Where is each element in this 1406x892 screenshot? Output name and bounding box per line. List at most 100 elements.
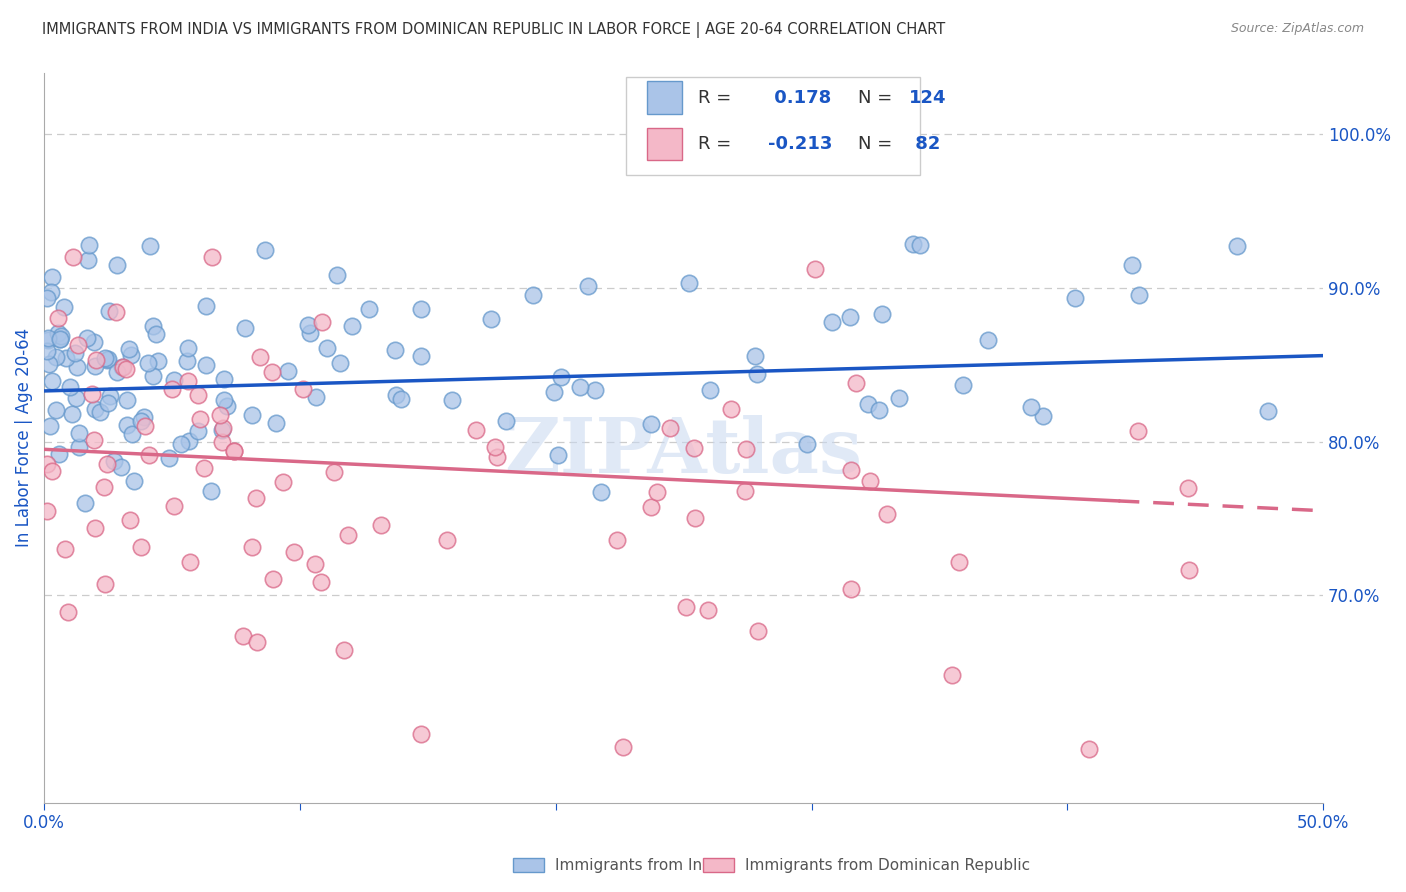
Point [62,250,84,264]
Point [683,510,706,524]
Point [1121,258,1143,272]
Text: 82: 82 [908,135,941,153]
Point [441,392,464,407]
Point [277,364,299,378]
Point [1032,409,1054,423]
Text: N =: N = [858,135,891,153]
Point [240,409,263,423]
Point [903,237,925,252]
Point [121,427,143,442]
Point [84,521,107,535]
Text: Source: ZipAtlas.com: Source: ZipAtlas.com [1230,22,1364,36]
Point [485,450,508,464]
Point [212,421,235,435]
Point [522,287,544,301]
Point [211,423,233,437]
Point [948,555,970,569]
Point [495,413,517,427]
Point [214,393,236,408]
Point [264,416,287,430]
Point [170,437,193,451]
Point [543,384,565,399]
Point [240,541,263,555]
Point [253,243,276,257]
Point [48,447,70,461]
Point [93,577,115,591]
Point [821,315,844,329]
Point [1226,238,1249,252]
Point [83,434,105,448]
Point [839,463,862,477]
Point [76,330,98,344]
Point [838,310,860,324]
Point [292,382,315,396]
Point [952,378,974,392]
Point [59,379,82,393]
Point [120,513,142,527]
Text: Immigrants from India: Immigrants from India [555,858,725,872]
Point [97,351,120,366]
Point [436,533,458,548]
Point [839,582,862,596]
Point [612,739,634,754]
Point [589,484,612,499]
Point [550,369,572,384]
Point [79,238,101,252]
Point [868,402,890,417]
Point [569,379,592,393]
Point [195,359,218,373]
Point [111,360,134,375]
Point [678,276,700,290]
Point [41,464,63,478]
Point [887,391,910,405]
Point [697,603,720,617]
Point [409,349,432,363]
Point [41,374,63,388]
Point [63,346,86,360]
Point [49,332,72,346]
Point [134,418,156,433]
Point [84,352,107,367]
Point [104,304,127,318]
Point [605,533,627,547]
Point [67,440,90,454]
Point [38,419,60,434]
Point [37,330,59,344]
Point [67,426,90,441]
Point [745,367,768,381]
Point [45,351,67,365]
Point [67,338,90,352]
Point [1177,481,1199,495]
Point [675,600,697,615]
Point [139,238,162,252]
Point [98,389,121,403]
Point [645,484,668,499]
Point [304,557,326,571]
Point [311,315,333,329]
Point [124,474,146,488]
Point [332,642,354,657]
Point [138,448,160,462]
Y-axis label: In Labor Force | Age 20-64: In Labor Force | Age 20-64 [15,328,32,548]
Point [872,307,894,321]
Point [322,465,344,479]
Point [60,407,83,421]
Text: Immigrants from Dominican Republic: Immigrants from Dominican Republic [745,858,1031,872]
Point [208,409,231,423]
Point [118,342,141,356]
Point [179,555,201,569]
Point [93,480,115,494]
Point [359,302,381,317]
Point [337,528,360,542]
Point [200,483,222,498]
Point [1077,741,1099,756]
Point [187,424,209,438]
Point [856,397,879,411]
Point [120,348,142,362]
Point [720,402,742,417]
Point [1178,563,1201,577]
Point [136,356,159,370]
Point [35,504,58,518]
Point [305,390,328,404]
Point [734,442,756,457]
